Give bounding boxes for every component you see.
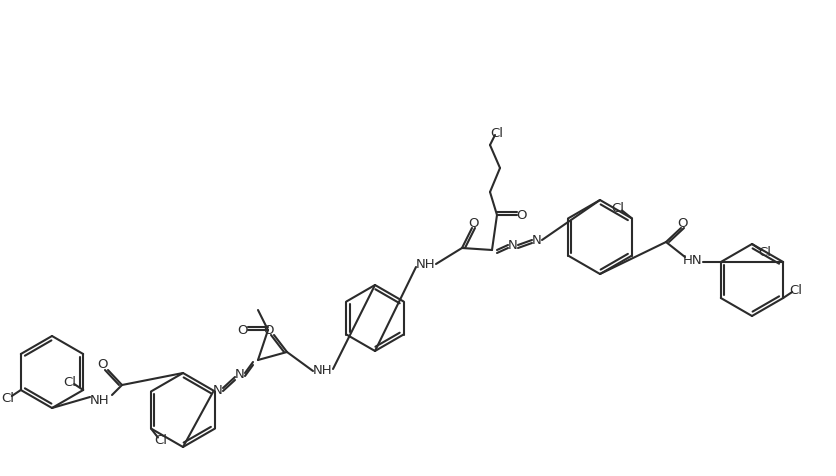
Text: NH: NH xyxy=(90,394,110,407)
Text: O: O xyxy=(237,324,248,337)
Text: Cl: Cl xyxy=(490,127,503,139)
Text: N: N xyxy=(507,238,517,251)
Text: O: O xyxy=(468,217,479,229)
Text: NH: NH xyxy=(313,365,333,377)
Text: O: O xyxy=(98,358,108,371)
Text: NH: NH xyxy=(415,258,436,271)
Text: Cl: Cl xyxy=(64,376,77,388)
Text: Cl: Cl xyxy=(155,434,167,447)
Text: N: N xyxy=(235,368,245,381)
Text: O: O xyxy=(263,324,274,337)
Text: Cl: Cl xyxy=(611,202,624,215)
Text: O: O xyxy=(677,217,687,229)
Text: Cl: Cl xyxy=(757,246,771,258)
Text: N: N xyxy=(532,234,541,247)
Text: Cl: Cl xyxy=(2,391,14,405)
Text: O: O xyxy=(516,208,527,221)
Text: N: N xyxy=(213,384,222,397)
Text: Cl: Cl xyxy=(788,284,802,297)
Text: HN: HN xyxy=(682,254,702,267)
